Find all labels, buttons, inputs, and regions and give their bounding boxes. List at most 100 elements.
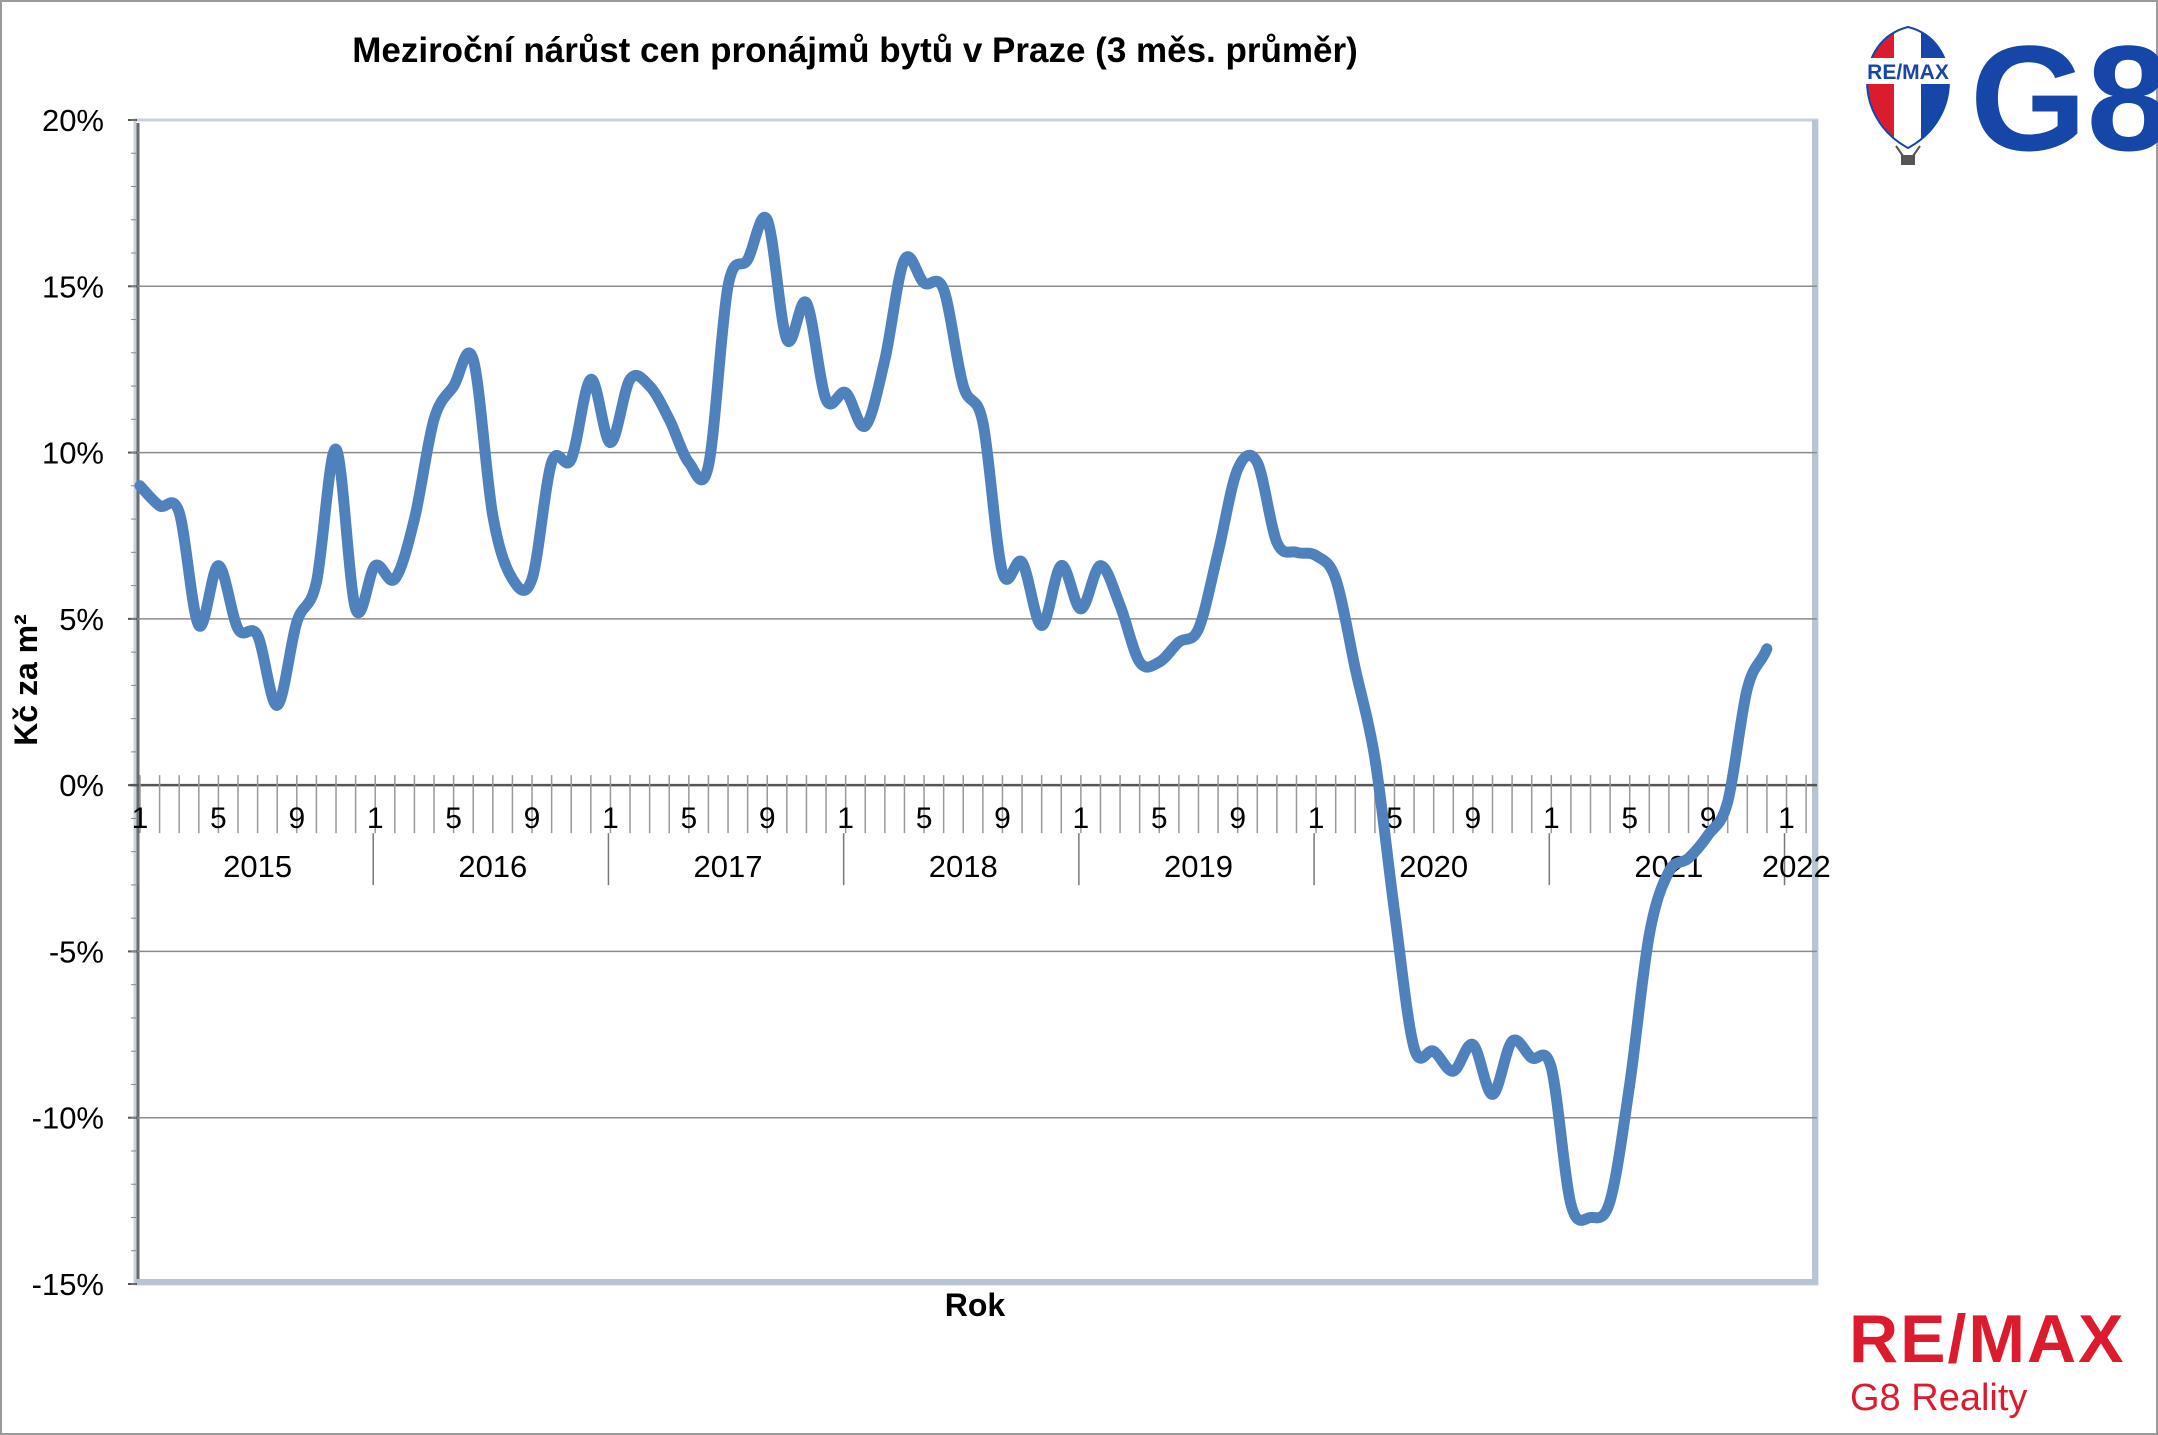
data-point — [705, 463, 711, 469]
x-year-label: 2015 — [223, 849, 292, 884]
balloon-basket — [1901, 155, 1915, 165]
data-point — [1215, 549, 1221, 555]
x-year-label: 2018 — [929, 849, 998, 884]
balloon-rope-right — [1912, 145, 1921, 157]
data-point — [1411, 1045, 1417, 1051]
balloon-band — [1858, 58, 1958, 84]
series-layer — [134, 0, 1809, 1226]
data-point — [568, 456, 574, 462]
x-month-label: 9 — [994, 802, 1011, 835]
x-month-label: 5 — [916, 802, 933, 835]
data-point — [627, 376, 633, 382]
data-point — [411, 516, 417, 522]
data-point — [137, 483, 143, 489]
balloon-text: RE/MAX — [1867, 61, 1949, 84]
data-point — [1588, 1214, 1594, 1220]
x-month-label: 1 — [367, 802, 384, 835]
x-month-label: 9 — [524, 802, 541, 835]
data-point — [1489, 1091, 1495, 1097]
x-year-label: 2016 — [458, 849, 527, 884]
y-tick-label: -5% — [49, 934, 104, 969]
data-point — [1235, 466, 1241, 472]
data-point — [960, 383, 966, 389]
x-month-label: 9 — [759, 802, 776, 835]
data-point — [784, 336, 790, 342]
remax-balloon-logo: RE/MAX — [1858, 25, 1958, 165]
data-point — [529, 576, 535, 582]
y-axis-title: Kč za m² — [8, 614, 44, 746]
x-month-label: 1 — [1308, 802, 1325, 835]
remax-wordmark: RE/MAX — [1849, 1301, 2125, 1377]
data-point — [1450, 1068, 1456, 1074]
x-year-label: 2022 — [1762, 849, 1831, 884]
data-point — [1117, 603, 1123, 609]
data-point — [764, 217, 770, 223]
x-month-label: 1 — [1543, 802, 1560, 835]
g8-logo-text: G8 — [1970, 14, 2158, 182]
data-point — [607, 440, 613, 446]
data-point — [1764, 646, 1770, 652]
x-month-label: 1 — [132, 802, 149, 835]
data-point — [1529, 1055, 1535, 1061]
data-point — [725, 283, 731, 289]
data-point — [1686, 855, 1692, 861]
data-point — [823, 396, 829, 402]
data-point — [1803, 0, 1809, 3]
data-point — [1058, 563, 1064, 569]
plot-area — [133, 118, 1819, 1286]
data-point — [470, 356, 476, 362]
data-point — [882, 356, 888, 362]
x-month-label: 5 — [1151, 802, 1168, 835]
data-point — [255, 632, 261, 638]
data-point — [1313, 553, 1319, 559]
remax-subtitle: G8 Reality — [1850, 1377, 2027, 1419]
x-month-label: 1 — [602, 802, 619, 835]
data-point — [235, 626, 241, 632]
data-point — [862, 423, 868, 429]
data-point — [1078, 606, 1084, 612]
data-point — [980, 420, 986, 426]
data-point — [1293, 549, 1299, 555]
data-point — [1705, 832, 1711, 838]
data-point — [941, 287, 947, 293]
data-point — [1254, 460, 1260, 466]
data-point — [392, 576, 398, 582]
data-point — [1784, 589, 1790, 595]
data-point — [1352, 666, 1358, 672]
data-point — [1097, 563, 1103, 569]
data-point — [921, 280, 927, 286]
data-point — [1372, 756, 1378, 762]
y-axis: 20% 15% 10% 5% 0% -5% -10% -15% — [32, 103, 137, 1302]
data-point — [647, 383, 653, 389]
data-point — [1039, 623, 1045, 629]
y-tick-label: 15% — [42, 269, 104, 304]
data-point — [745, 257, 751, 263]
data-point — [215, 563, 221, 569]
x-month-label: 5 — [445, 802, 462, 835]
data-point — [509, 576, 515, 582]
x-year-label: 2020 — [1399, 849, 1468, 884]
y-tick-label: -10% — [32, 1101, 104, 1136]
x-month-label: 5 — [210, 802, 227, 835]
data-point — [372, 563, 378, 569]
x-year-label: 2019 — [1164, 849, 1233, 884]
data-point — [686, 460, 692, 466]
data-point — [196, 623, 202, 629]
data-point — [588, 376, 594, 382]
data-point — [1019, 559, 1025, 565]
y-tick-label: 10% — [42, 436, 104, 471]
data-point — [353, 606, 359, 612]
data-point — [666, 416, 672, 422]
data-point — [1607, 1198, 1613, 1204]
balloon-envelope — [1866, 25, 1950, 150]
data-point — [1725, 799, 1731, 805]
x-year-label: 2017 — [694, 849, 763, 884]
data-point — [1391, 909, 1397, 915]
data-point — [549, 460, 555, 466]
x-month-label: 1 — [837, 802, 854, 835]
balloon-rope-left — [1895, 145, 1904, 157]
data-point — [1137, 659, 1143, 665]
x-month-label: 5 — [680, 802, 697, 835]
